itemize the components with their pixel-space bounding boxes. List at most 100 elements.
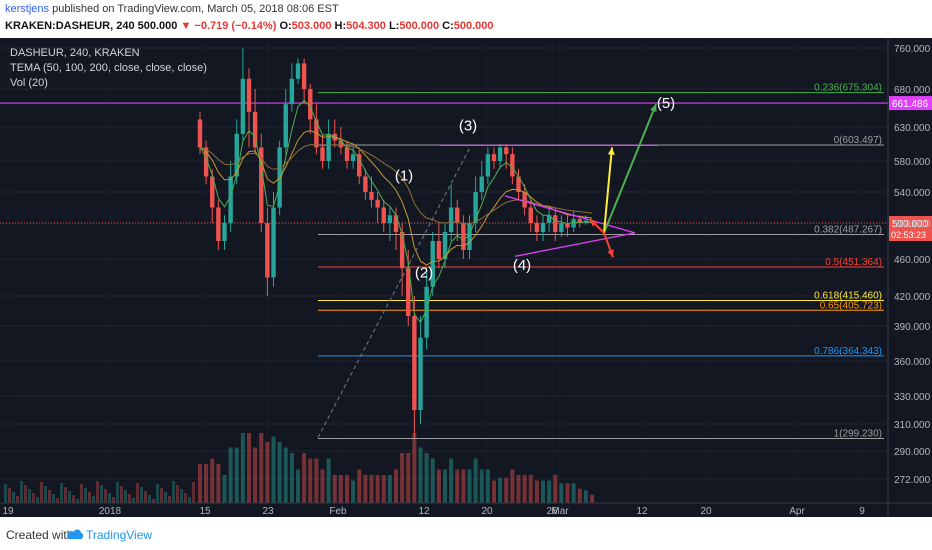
candle-body [301,63,307,89]
volume-bar [4,484,7,503]
tradingview-brand[interactable]: TradingView [86,528,153,542]
volume-bar [259,433,264,503]
candle-body [424,286,429,338]
green-arrow [603,103,657,234]
symbol-text: KRAKEN:DASHEUR, 240 [5,20,135,32]
volume-bar [76,499,79,503]
volume-bar [180,489,183,503]
candle-body [375,199,380,208]
y-tick-label: 580.000 [894,157,931,168]
y-tick-label: 290.000 [894,447,931,458]
candle-body [473,192,478,223]
candle-body [546,215,552,223]
volume-bar [369,475,374,503]
chart-area[interactable]: 0.236(675.304) 0(603.497) 0.382(487.267) 0.… [0,38,932,517]
wave-label: (1) [395,167,413,184]
volume-bar [375,475,380,503]
volume-bar [92,496,95,503]
volume-bar [176,485,179,503]
candle-body [357,154,362,177]
y-tick-label: 272.000 [894,475,931,486]
legend-indicator: TEMA (50, 100, 200, close, close, close) [10,62,207,74]
volume-bar [198,464,202,503]
y-tick-label: 500.000 [894,219,931,230]
volume-bar [128,494,131,503]
volume-bar [80,484,83,503]
volume-bar [16,496,19,503]
red-arrow-left-head [590,219,598,227]
x-tick-label: 20 [481,506,493,517]
price-chart[interactable]: 0.236(675.304) 0(603.497) 0.382(487.267) 0.… [0,38,932,517]
candle-body [344,147,350,161]
candle-body [516,176,521,192]
candle-body [203,147,209,177]
volume-bar [400,453,405,503]
volume-bar [144,491,147,503]
volume-bar [148,495,151,503]
volume-bar [8,488,11,503]
volume-bar [240,433,245,503]
wave-label: (2) [415,265,433,282]
volume-bar [461,469,466,503]
volume-bar [289,453,294,503]
volume-bar [140,487,143,503]
volume-bar [565,483,570,503]
volume-bar [516,475,521,503]
fib-label: 0.236(675.304) [814,83,882,94]
close-value: 500.000 [453,20,494,32]
candle-body [553,215,558,232]
volume-bar [192,482,195,503]
candle-body [565,223,570,228]
yellow-arrow-head [607,147,615,155]
fib-label: 0.382(487.267) [814,224,882,235]
volume-bar [40,482,43,503]
y-tick-label: 760.000 [894,44,931,55]
tema-line [199,99,593,324]
candle-body [393,215,399,232]
volume-bar [60,483,63,503]
candle-body [320,147,325,161]
x-tick-label: 20 [700,506,712,517]
candle-body [222,223,227,241]
author-link[interactable]: kerstjens [5,3,50,15]
volume-bar [332,475,337,503]
candle-body [289,78,295,105]
low-label: L: [388,20,400,32]
volume-bar [571,483,576,503]
volume-bar [522,475,527,503]
x-tick-label: Feb [329,506,347,517]
volume-bar [210,458,215,503]
volume-bar [222,475,227,503]
volume-bar [56,498,59,503]
volume-bar [504,477,509,503]
publish-line: kerstjens published on TradingView.com, … [5,3,339,15]
high-label: H: [334,20,347,32]
volume-bar [577,488,582,503]
volume-bar [152,499,155,503]
y-tick-label: 460.000 [894,255,931,266]
volume-bar [412,433,417,503]
volume-bar [104,489,107,503]
x-tick-label: 9 [859,506,865,517]
fib-label: 0.618(415.460) [814,291,882,302]
volume-bar [473,458,478,503]
candle-body [571,219,576,228]
volume-bar [184,493,187,503]
candle-body [418,337,423,410]
volume-bar [528,475,533,503]
volume-bar [406,453,411,503]
y-tick-label: 540.000 [894,188,931,199]
candle-body [430,241,435,287]
volume-bar [449,458,454,503]
candle-body [442,232,448,259]
volume-bar [583,490,588,503]
candle-body [497,147,503,161]
x-tick-label: 12 [636,506,648,517]
candle-body [234,133,239,177]
candle-body [350,154,356,161]
volume-bar [132,498,135,503]
fib-label: 0.786(364.343) [814,346,882,357]
y-tick-label: 330.000 [894,392,931,403]
wave-label: (5) [657,95,675,112]
volume-bar [265,442,270,503]
